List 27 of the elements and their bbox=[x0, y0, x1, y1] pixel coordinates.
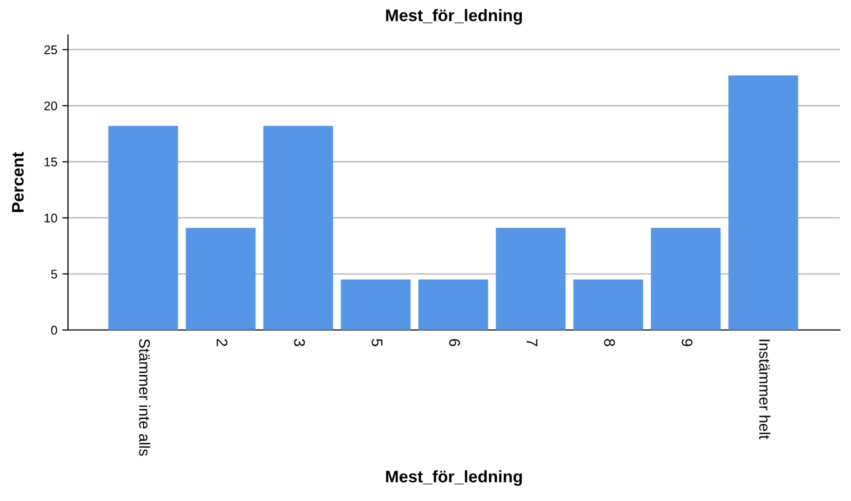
bar bbox=[263, 126, 334, 330]
x-tick-label: 9 bbox=[682, 339, 692, 346]
bar bbox=[108, 126, 178, 330]
y-tick-label: 0 bbox=[51, 326, 58, 335]
bar bbox=[496, 228, 566, 330]
x-tick-label: 5 bbox=[372, 338, 382, 346]
x-axis-title: Mest_för_ledning bbox=[386, 470, 522, 486]
x-tick-label: 6 bbox=[449, 339, 460, 346]
y-tick-label: 20 bbox=[44, 101, 58, 110]
chart-title: Mest_för_ledning bbox=[386, 9, 522, 25]
bar bbox=[573, 280, 644, 330]
y-tick-label: 15 bbox=[44, 158, 58, 166]
bar bbox=[186, 228, 256, 330]
bar bbox=[728, 75, 798, 330]
x-tick-label: 3 bbox=[294, 338, 305, 346]
x-tick-label: Stämmer inte alls bbox=[139, 339, 150, 456]
y-tick-label: 25 bbox=[44, 45, 58, 54]
x-tick-label: 2 bbox=[216, 339, 228, 346]
bar bbox=[650, 228, 721, 330]
bar bbox=[418, 280, 488, 330]
y-tick-label: 5 bbox=[51, 270, 58, 279]
x-tick-label: Instämmer helt bbox=[759, 340, 770, 440]
x-tick-label: 7 bbox=[526, 339, 538, 346]
y-tick-label: 10 bbox=[44, 214, 58, 222]
x-tick-label: 8 bbox=[604, 338, 615, 346]
bar bbox=[340, 280, 411, 330]
y-axis-title: Percent bbox=[12, 152, 24, 212]
